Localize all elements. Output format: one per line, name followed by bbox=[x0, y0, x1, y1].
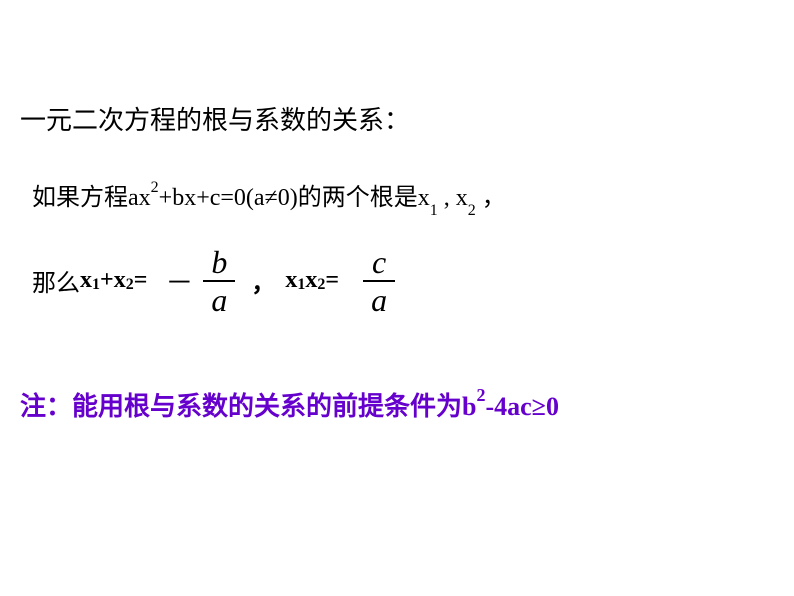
x2c: x bbox=[305, 267, 317, 294]
exp-2: 2 bbox=[151, 179, 159, 196]
eq-x: x bbox=[139, 185, 151, 211]
plus: + bbox=[100, 267, 114, 294]
frac2-num: c bbox=[364, 246, 394, 280]
tail2: ， bbox=[476, 185, 506, 211]
sub1c: 1 bbox=[297, 276, 305, 294]
formula-line: 那么x1+x2= － b a ， x1x2= c a bbox=[32, 246, 774, 316]
sub2b: 2 bbox=[126, 276, 134, 294]
eq-a: a bbox=[128, 185, 139, 211]
note-b: b bbox=[462, 392, 476, 421]
fraction-c-over-a: c a bbox=[363, 246, 395, 316]
sub2: 2 bbox=[468, 202, 476, 219]
frac1-den: a bbox=[203, 280, 235, 316]
line2-prefix: 如果方程 bbox=[32, 185, 128, 211]
line3-prefix: 那么 bbox=[32, 263, 80, 298]
condition-line: 如果方程ax2+bx+c=0(a≠0)的两个根是x1 , x2 ， bbox=[32, 177, 774, 216]
line2-suffix: 的两个根是 bbox=[298, 185, 418, 211]
x1: x bbox=[418, 185, 430, 211]
note-prefix: 注：能用根与系数的关系的前提条件为 bbox=[20, 392, 462, 421]
x2b: x bbox=[114, 267, 126, 294]
fraction-b-over-a: b a bbox=[203, 246, 235, 316]
sub1b: 1 bbox=[92, 276, 100, 294]
comma1: , bbox=[438, 185, 456, 211]
eq-rest: +bx+c=0(a≠0) bbox=[159, 185, 298, 211]
title-text: 一元二次方程的根与系数的关系： bbox=[20, 100, 774, 137]
note-exp: 2 bbox=[476, 385, 485, 405]
eq2: = bbox=[325, 267, 339, 294]
eq1: = bbox=[134, 267, 148, 294]
sub1: 1 bbox=[430, 202, 438, 219]
minus-sign: － bbox=[165, 261, 193, 301]
x1c: x bbox=[285, 267, 297, 294]
note-tail: -4ac≥0 bbox=[485, 392, 558, 421]
frac2-den: a bbox=[363, 280, 395, 316]
sub2c: 2 bbox=[317, 276, 325, 294]
frac1-num: b bbox=[203, 246, 235, 280]
x2: x bbox=[456, 185, 468, 211]
comma-mid: ， bbox=[251, 263, 275, 298]
x1b: x bbox=[80, 267, 92, 294]
note-line: 注：能用根与系数的关系的前提条件为b2-4ac≥0 bbox=[20, 386, 774, 423]
slide-content: 一元二次方程的根与系数的关系： 如果方程ax2+bx+c=0(a≠0)的两个根是… bbox=[0, 0, 794, 423]
